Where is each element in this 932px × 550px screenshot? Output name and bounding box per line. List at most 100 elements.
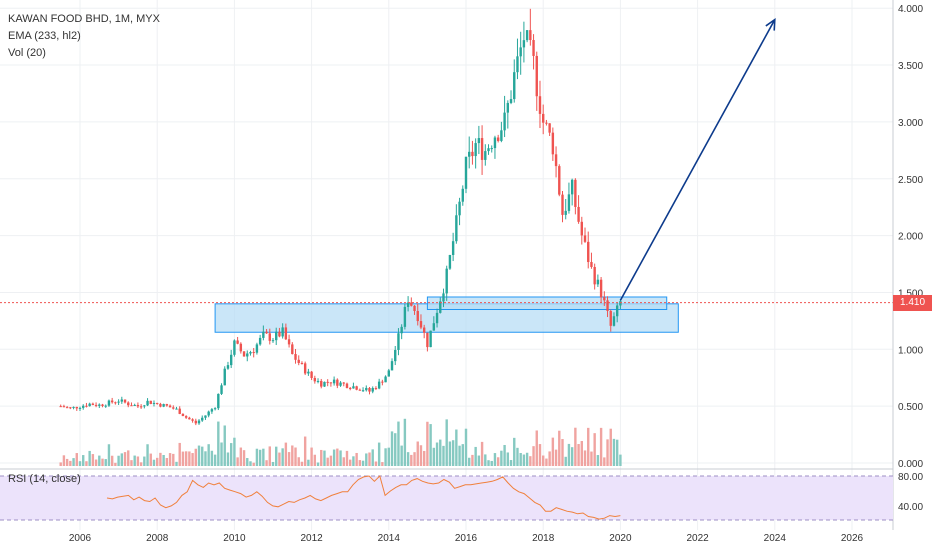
volume-bar — [509, 460, 513, 466]
projection-arrow — [619, 17, 776, 301]
volume-bar — [323, 450, 326, 466]
arrow-shaft — [619, 19, 776, 301]
volume-bar — [303, 436, 307, 466]
volume-bar — [181, 451, 185, 466]
candle-body — [271, 340, 275, 342]
candle-body — [201, 417, 204, 421]
candle-body — [168, 405, 172, 408]
x-tick-label: 2022 — [686, 533, 709, 544]
candle-body — [554, 154, 558, 167]
candle-body — [204, 415, 207, 418]
candle-body — [368, 387, 371, 392]
candle-body — [551, 132, 555, 155]
candle-body — [336, 379, 339, 386]
candle-body — [220, 385, 223, 394]
volume-bar — [615, 439, 619, 466]
candle-body — [156, 402, 159, 404]
candle-body — [545, 122, 548, 124]
candle-body — [416, 310, 419, 322]
candle-body — [101, 404, 104, 406]
x-tick-label: 2020 — [609, 533, 632, 544]
volume-bar — [127, 450, 130, 466]
candle-body — [226, 365, 230, 369]
volume-bar — [480, 441, 484, 466]
volume-bar — [606, 439, 609, 466]
candle-body — [323, 381, 326, 387]
volume-bar — [596, 455, 600, 466]
volume-bar — [525, 452, 529, 466]
volume-bar — [69, 460, 72, 466]
candle-body — [59, 406, 62, 408]
candle-body — [506, 102, 510, 113]
volume-bar — [210, 450, 214, 466]
volume-bar — [62, 455, 66, 466]
candle-body — [223, 368, 226, 386]
volume-bar — [564, 456, 567, 466]
candle-body — [615, 305, 619, 317]
volume-bar — [284, 442, 288, 466]
candle-body — [365, 387, 368, 391]
volume-bar — [390, 431, 394, 466]
volume-bar — [91, 454, 95, 466]
candle-body — [123, 399, 127, 403]
candle-body — [114, 402, 117, 404]
x-tick-label: 2006 — [69, 533, 92, 544]
candle-body — [329, 382, 333, 384]
candle-body — [564, 210, 567, 215]
volume-bar — [558, 430, 561, 466]
volume-bar — [355, 452, 358, 466]
volume-bar — [429, 424, 432, 466]
volume-bar — [361, 460, 365, 466]
candle-body — [110, 400, 114, 403]
y-tick-label: 1.000 — [898, 345, 923, 356]
candle-body — [352, 386, 355, 389]
candle-body — [583, 235, 587, 242]
volume-bar — [281, 448, 284, 466]
volume-bar — [239, 447, 243, 466]
candle-body — [461, 188, 464, 202]
candle-body — [258, 337, 262, 345]
volume-bar — [590, 451, 593, 466]
volume-bar — [291, 445, 294, 466]
candle-body — [384, 376, 387, 383]
candle-body — [548, 123, 551, 133]
candle-body — [281, 327, 284, 337]
candle-body — [361, 390, 365, 392]
candle-body — [468, 151, 471, 157]
volume-bar — [529, 456, 532, 466]
candle-body — [149, 400, 152, 404]
candle-body — [464, 156, 468, 189]
volume-bar — [567, 443, 571, 466]
volume-bar — [117, 455, 120, 466]
candle-body — [593, 266, 596, 285]
volume-bar — [242, 450, 246, 466]
candle-body — [284, 327, 288, 340]
y-tick-label: 4.000 — [898, 4, 923, 15]
candle-body — [120, 399, 124, 402]
candle-body — [300, 362, 304, 364]
volume-bar — [570, 447, 574, 466]
candle-body — [445, 268, 448, 294]
candle-body — [213, 408, 217, 410]
candle-body — [194, 420, 197, 424]
volume-bar — [599, 427, 603, 466]
candle-body — [233, 340, 236, 355]
x-tick-label: 2016 — [455, 533, 478, 544]
volume-bar — [349, 459, 352, 466]
volume-bar — [287, 452, 291, 466]
candle-body — [91, 403, 95, 405]
candle-body — [558, 166, 561, 195]
volume-bar — [88, 450, 91, 466]
candle-body — [603, 297, 606, 301]
y-tick-label: 3.500 — [898, 61, 923, 72]
volume-bar — [496, 457, 500, 466]
candle-body — [320, 380, 323, 387]
volume-bar — [249, 461, 252, 466]
candle-body — [307, 371, 310, 374]
chart-title: KAWAN FOOD BHD, 1M, MYX — [8, 13, 160, 25]
volume-bar — [184, 451, 188, 466]
candle-body — [127, 402, 130, 406]
volume-bar — [72, 458, 75, 466]
candle-body — [490, 148, 493, 150]
volume-bar — [201, 446, 204, 466]
